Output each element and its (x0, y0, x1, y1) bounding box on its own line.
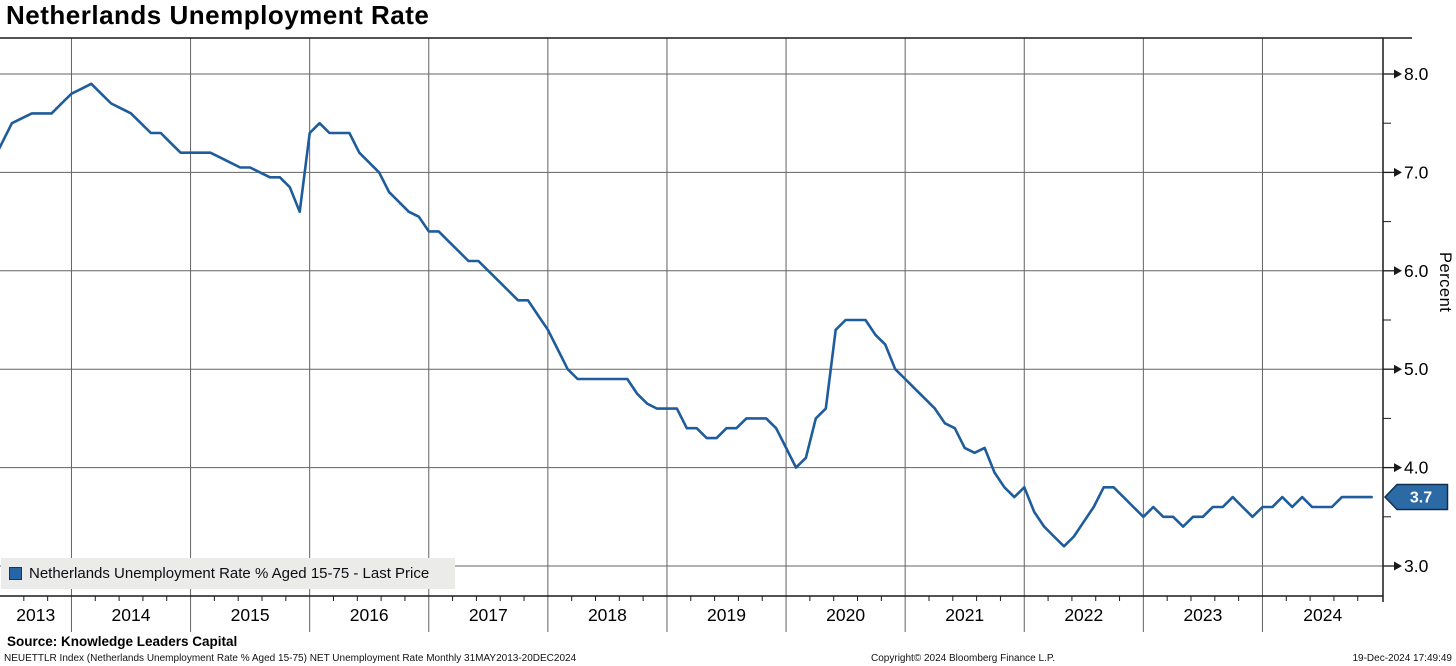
svg-text:2018: 2018 (588, 605, 627, 625)
svg-text:5.0: 5.0 (1404, 359, 1429, 379)
svg-text:2021: 2021 (945, 605, 984, 625)
svg-text:2013: 2013 (16, 605, 55, 625)
last-price-badge-shape (1383, 483, 1449, 511)
svg-text:7.0: 7.0 (1404, 162, 1429, 182)
svg-text:2015: 2015 (231, 605, 270, 625)
legend: Netherlands Unemployment Rate % Aged 15-… (1, 558, 455, 589)
chart-title: Netherlands Unemployment Rate (6, 0, 430, 30)
footer: NEUETTLR Index (Netherlands Unemployment… (0, 651, 1456, 666)
svg-text:3.0: 3.0 (1404, 556, 1429, 576)
svg-text:2016: 2016 (350, 605, 389, 625)
svg-text:2023: 2023 (1183, 605, 1222, 625)
footer-timestamp: 19-Dec-2024 17:49:49 (1352, 653, 1452, 664)
svg-text:8.0: 8.0 (1404, 64, 1429, 84)
svg-text:2019: 2019 (707, 605, 746, 625)
svg-text:6.0: 6.0 (1404, 261, 1429, 281)
footer-ticker-description: NEUETTLR Index (Netherlands Unemployment… (4, 653, 577, 664)
svg-text:2022: 2022 (1064, 605, 1103, 625)
y-axis-title: Percent (1436, 252, 1454, 313)
source-line: Source: Knowledge Leaders Capital (7, 634, 238, 649)
svg-text:2017: 2017 (469, 605, 508, 625)
footer-copyright: Copyright© 2024 Bloomberg Finance L.P. (871, 653, 1055, 664)
last-price-badge: 3.7 (1383, 483, 1449, 511)
svg-text:2020: 2020 (826, 605, 865, 625)
svg-text:4.0: 4.0 (1404, 458, 1429, 478)
svg-text:2014: 2014 (112, 605, 151, 625)
legend-marker-swatch (9, 567, 22, 580)
legend-label: Netherlands Unemployment Rate % Aged 15-… (29, 565, 430, 582)
last-price-value: 3.7 (1410, 490, 1432, 507)
svg-text:2024: 2024 (1303, 605, 1342, 625)
